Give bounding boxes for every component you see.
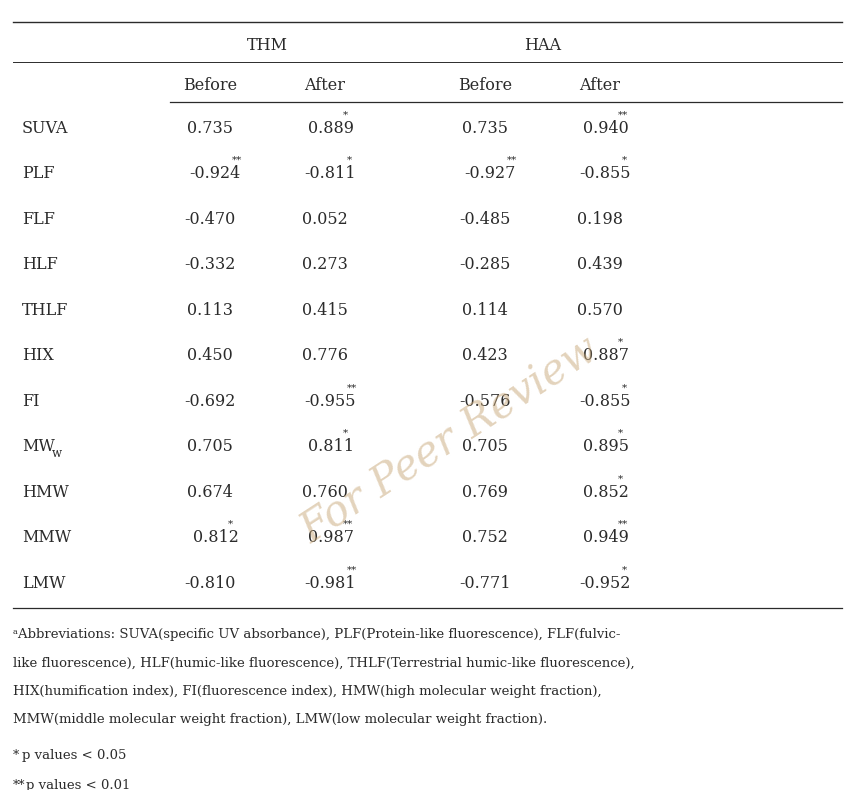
Text: 0.852: 0.852	[583, 483, 629, 501]
Text: *: *	[622, 383, 627, 393]
Text: *: *	[618, 338, 623, 347]
Text: 0.735: 0.735	[462, 119, 508, 137]
Text: 0.113: 0.113	[187, 302, 233, 318]
Text: 0.705: 0.705	[462, 438, 508, 455]
Text: THM: THM	[247, 36, 288, 54]
Text: **: **	[13, 779, 26, 790]
Text: *: *	[618, 429, 623, 438]
Text: 0.889: 0.889	[308, 119, 354, 137]
Text: THLF: THLF	[22, 302, 68, 318]
Text: **: **	[232, 156, 242, 165]
Text: PLF: PLF	[22, 165, 55, 182]
Text: -0.981: -0.981	[304, 574, 356, 592]
Text: 0.812: 0.812	[193, 529, 239, 546]
Text: 0.052: 0.052	[302, 210, 348, 228]
Text: 0.674: 0.674	[187, 483, 233, 501]
Text: FLF: FLF	[22, 210, 55, 228]
Text: **: **	[618, 111, 628, 119]
Text: *: *	[622, 566, 627, 574]
Text: FI: FI	[22, 393, 39, 409]
Text: -0.332: -0.332	[185, 256, 236, 273]
Text: HLF: HLF	[22, 256, 58, 273]
Text: **: **	[618, 520, 628, 529]
Text: 0.752: 0.752	[462, 529, 508, 546]
Text: like fluorescence), HLF(humic-like fluorescence), THLF(Terrestrial humic-like fl: like fluorescence), HLF(humic-like fluor…	[13, 656, 634, 669]
Text: **: **	[343, 520, 353, 529]
Text: LMW: LMW	[22, 574, 66, 592]
Text: Before: Before	[458, 77, 512, 93]
Text: MMW: MMW	[22, 529, 71, 546]
Text: *: *	[622, 156, 627, 165]
Text: -0.285: -0.285	[459, 256, 510, 273]
Text: *: *	[343, 429, 348, 438]
Text: 0.895: 0.895	[583, 438, 629, 455]
Text: After: After	[304, 77, 345, 93]
Text: 0.273: 0.273	[302, 256, 348, 273]
Text: 0.940: 0.940	[583, 119, 628, 137]
Text: ᵃAbbreviations: SUVA(specific UV absorbance), PLF(Protein-like fluorescence), FL: ᵃAbbreviations: SUVA(specific UV absorba…	[13, 628, 621, 641]
Text: 0.887: 0.887	[583, 347, 629, 364]
Text: -0.692: -0.692	[185, 393, 236, 409]
Text: 0.450: 0.450	[187, 347, 233, 364]
Text: *: *	[228, 520, 233, 529]
Text: 0.949: 0.949	[583, 529, 629, 546]
Text: HAA: HAA	[524, 36, 561, 54]
Text: -0.952: -0.952	[580, 574, 631, 592]
Text: -0.855: -0.855	[580, 393, 631, 409]
Text: MMW(middle molecular weight fraction), LMW(low molecular weight fraction).: MMW(middle molecular weight fraction), L…	[13, 713, 547, 727]
Text: 0.114: 0.114	[462, 302, 508, 318]
Text: -0.855: -0.855	[580, 165, 631, 182]
Text: MW: MW	[22, 438, 55, 455]
Text: **: **	[346, 566, 357, 574]
Text: -0.927: -0.927	[464, 165, 516, 182]
Text: 0.415: 0.415	[302, 302, 348, 318]
Text: 0.776: 0.776	[302, 347, 348, 364]
Text: SUVA: SUVA	[22, 119, 68, 137]
Text: 0.760: 0.760	[302, 483, 348, 501]
Text: **: **	[506, 156, 516, 165]
Text: 0.735: 0.735	[187, 119, 233, 137]
Text: Before: Before	[183, 77, 237, 93]
Text: p values < 0.01: p values < 0.01	[26, 779, 130, 790]
Text: *: *	[618, 475, 623, 483]
Text: -0.470: -0.470	[185, 210, 236, 228]
Text: 0.769: 0.769	[462, 483, 508, 501]
Text: *: *	[13, 749, 20, 762]
Text: 0.705: 0.705	[187, 438, 233, 455]
Text: w: w	[51, 447, 62, 460]
Text: HMW: HMW	[22, 483, 69, 501]
Text: 0.811: 0.811	[308, 438, 354, 455]
Text: p values < 0.05: p values < 0.05	[22, 749, 127, 762]
Text: -0.771: -0.771	[459, 574, 510, 592]
Text: -0.485: -0.485	[459, 210, 510, 228]
Text: -0.955: -0.955	[304, 393, 356, 409]
Text: 0.198: 0.198	[577, 210, 623, 228]
Text: *: *	[346, 156, 351, 165]
Text: 0.439: 0.439	[577, 256, 623, 273]
Text: HIX(humification index), FI(fluorescence index), HMW(high molecular weight fract: HIX(humification index), FI(fluorescence…	[13, 685, 602, 698]
Text: -0.576: -0.576	[459, 393, 510, 409]
Text: HIX: HIX	[22, 347, 54, 364]
Text: *: *	[343, 111, 348, 119]
Text: **: **	[346, 383, 357, 393]
Text: -0.811: -0.811	[304, 165, 356, 182]
Text: After: After	[580, 77, 621, 93]
Text: -0.810: -0.810	[185, 574, 236, 592]
Text: 0.987: 0.987	[308, 529, 354, 546]
Text: For Peer Review: For Peer Review	[293, 328, 607, 552]
Text: -0.924: -0.924	[190, 165, 241, 182]
Text: 0.423: 0.423	[462, 347, 508, 364]
Text: 0.570: 0.570	[577, 302, 623, 318]
